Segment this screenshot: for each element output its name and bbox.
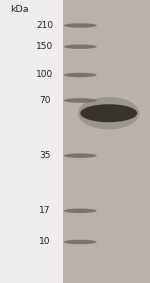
Bar: [63, 0, 74, 283]
Bar: [63, 0, 150, 283]
Ellipse shape: [64, 44, 97, 49]
Ellipse shape: [64, 209, 97, 213]
Text: 210: 210: [36, 21, 54, 30]
Ellipse shape: [64, 240, 97, 244]
Ellipse shape: [78, 97, 140, 129]
Ellipse shape: [80, 104, 137, 122]
Text: kDa: kDa: [10, 5, 29, 14]
Text: 70: 70: [39, 96, 51, 105]
Text: 35: 35: [39, 151, 51, 160]
Text: 17: 17: [39, 206, 51, 215]
Bar: [139, 0, 150, 283]
Ellipse shape: [64, 153, 97, 158]
Text: 150: 150: [36, 42, 54, 51]
Bar: [117, 0, 128, 283]
Bar: [74, 0, 85, 283]
Ellipse shape: [64, 98, 97, 103]
Ellipse shape: [64, 23, 97, 28]
Text: 10: 10: [39, 237, 51, 246]
Ellipse shape: [64, 73, 97, 77]
Bar: [106, 0, 117, 283]
Text: 100: 100: [36, 70, 54, 80]
Bar: [85, 0, 96, 283]
Bar: [128, 0, 139, 283]
Bar: [96, 0, 106, 283]
